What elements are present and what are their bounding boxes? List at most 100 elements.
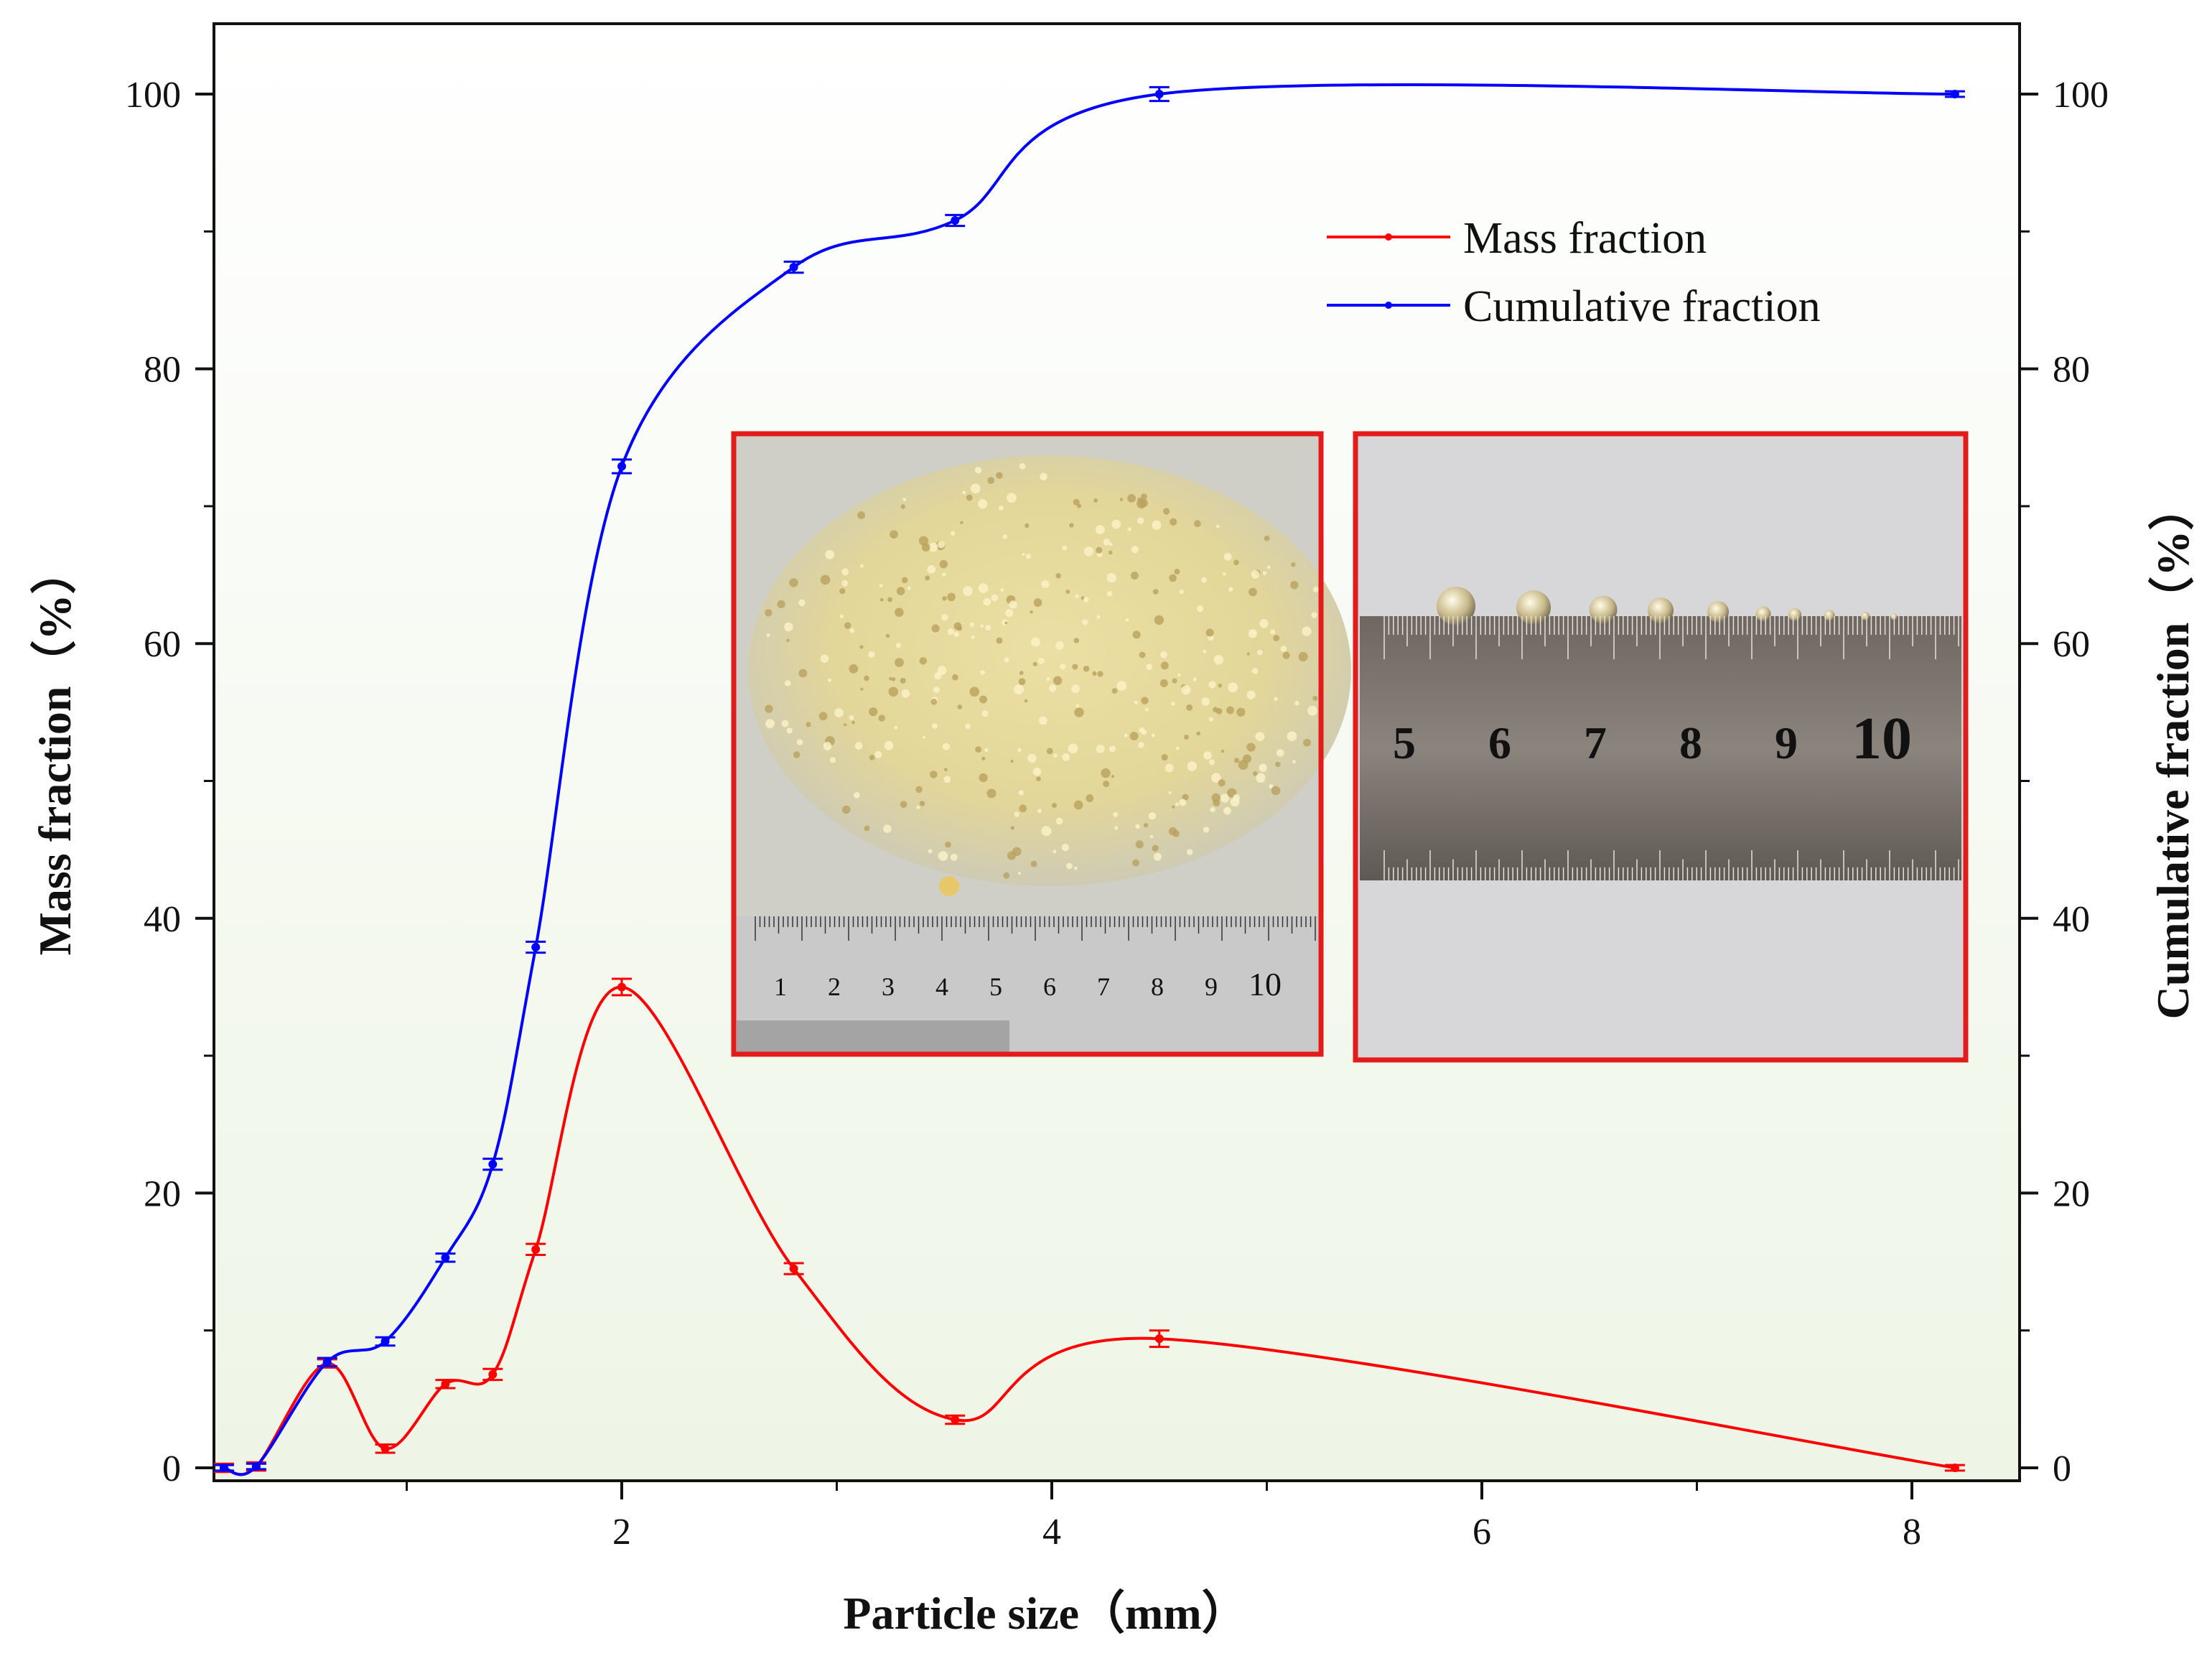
inset-particle-bead <box>1516 590 1551 625</box>
inset-pile-grain <box>934 672 942 680</box>
series-mass-point <box>951 1415 960 1425</box>
inset-pile-grain <box>1108 550 1113 555</box>
inset-pile-grain <box>765 719 775 729</box>
inset-pile-grain <box>1172 805 1175 809</box>
inset-pile-grain <box>1096 744 1105 753</box>
inset-pile-grain <box>1203 827 1210 833</box>
inset-pile-grain <box>960 521 963 525</box>
inset-pile-grain <box>919 657 927 665</box>
inset-pile-grain <box>1196 731 1200 736</box>
inset-pile-grain <box>901 577 908 584</box>
inset-pile-grain <box>1106 591 1113 597</box>
inset-pile-grain <box>977 498 988 509</box>
inset-pile-grain <box>1030 637 1040 647</box>
inset-pile-grain <box>1033 598 1042 608</box>
inset-pile-grain <box>1220 794 1230 803</box>
inset-pile-grain <box>1127 493 1137 503</box>
inset-pile-grain <box>1153 852 1162 861</box>
inset-pile-grain <box>834 708 844 718</box>
inset-pile-grain <box>1271 786 1281 796</box>
legend: Mass fraction Cumulative fraction <box>1327 214 1821 331</box>
inset-particle-bead <box>1788 608 1801 621</box>
inset-pile-grain <box>1074 707 1084 717</box>
inset-steel-ruler <box>1360 616 1961 880</box>
inset-pile-grain <box>1082 619 1088 625</box>
inset-pile-grain <box>1109 745 1116 753</box>
inset-pile-grain <box>1194 520 1201 528</box>
inset-pile-grain <box>878 715 885 722</box>
inset-pile-grain <box>891 677 896 681</box>
y-left-tick-label-0: 0 <box>162 1448 181 1489</box>
inset-pile-ruler-label: 9 <box>1205 972 1218 1001</box>
inset-pile-grain <box>970 483 981 494</box>
series-mass-point <box>789 1264 798 1273</box>
inset-pile-grain <box>1051 803 1057 809</box>
inset-pile-grain <box>1010 826 1014 830</box>
inset-pile-grain <box>1073 498 1080 506</box>
series-cumulative-point <box>219 1464 228 1472</box>
inset-pile-grain <box>1093 498 1098 503</box>
inset-pile-grain <box>784 680 791 687</box>
inset-pile-grain <box>1124 733 1128 738</box>
inset-pile-grain <box>1113 811 1119 817</box>
inset-pile-grain <box>1135 840 1144 849</box>
inset-steel-ruler-label: 5 <box>1393 717 1416 768</box>
inset-pile-grain <box>1022 552 1025 557</box>
inset-pile-grain <box>1025 523 1030 528</box>
inset-pile-grain <box>1025 553 1032 559</box>
inset-pile-grain <box>868 651 875 658</box>
inset-pile-grain <box>1007 851 1016 860</box>
inset-pile-grain <box>1226 706 1234 715</box>
inset-pile-grain <box>1137 498 1147 509</box>
inset-pile-grain <box>984 748 989 753</box>
inset-pile-grain <box>1233 794 1240 801</box>
inset-pile-grain <box>1111 775 1115 778</box>
inset-pile-grain <box>1280 646 1287 652</box>
inset-pile-grain <box>975 746 982 753</box>
series-cumulative-point <box>1950 90 1959 98</box>
inset-pile-grain <box>1046 748 1053 755</box>
inset-particle-bead <box>1437 587 1475 625</box>
x-tick-label-4: 4 <box>1042 1512 1061 1553</box>
inset-pile-grain <box>841 805 851 814</box>
inset-pile-grain <box>1150 834 1154 839</box>
inset-pile-grain <box>894 725 898 730</box>
inset-pile-grain <box>1111 519 1121 529</box>
inset-pile-ruler-label: 5 <box>989 972 1002 1001</box>
inset-pile-grain <box>841 580 849 587</box>
inset-pile-grain <box>1073 638 1080 643</box>
inset-pile-grain <box>979 773 988 783</box>
inset-pile-grain <box>1174 569 1180 574</box>
series-cumulative-point <box>1154 90 1164 98</box>
inset-pile-grain <box>1246 690 1256 699</box>
inset-pile-grain <box>885 633 890 638</box>
y-right-tick-label-20: 20 <box>2053 1173 2090 1214</box>
inset-pile-grain <box>874 750 882 759</box>
inset-pile-grain <box>869 755 875 760</box>
inset-pile-grain <box>941 572 946 577</box>
inset-pile-ruler-label: 6 <box>1043 972 1056 1001</box>
inset-pile-grain <box>1096 615 1101 619</box>
inset-pile-ruler-label: 7 <box>1097 972 1110 1001</box>
inset-pile-grain <box>869 707 878 717</box>
inset-pile-grain <box>1037 809 1042 814</box>
inset-pile-grain <box>1148 812 1157 820</box>
inset-pile-grain <box>1242 754 1252 763</box>
inset-pile-grain <box>1097 671 1103 677</box>
inset-pile-grain <box>1062 753 1070 761</box>
series-cumulative-point <box>251 1462 261 1471</box>
inset-pile-grain <box>921 543 930 552</box>
inset-pile-grain <box>829 757 836 763</box>
inset-pile-ruler-label: 8 <box>1151 972 1164 1001</box>
inset-pile-grain <box>1077 503 1082 508</box>
inset-pile-grain <box>1159 679 1168 687</box>
inset-pile-grain <box>1061 843 1069 852</box>
inset-pile-grain <box>1152 845 1159 852</box>
inset-pile-grain <box>1154 615 1165 625</box>
inset-pile-grain <box>939 559 948 569</box>
inset-pile-grain <box>1302 626 1312 636</box>
inset-pile-grain <box>1270 629 1276 635</box>
inset-pile-grain <box>1135 824 1140 829</box>
y-right-tick-label-80: 80 <box>2053 350 2090 391</box>
